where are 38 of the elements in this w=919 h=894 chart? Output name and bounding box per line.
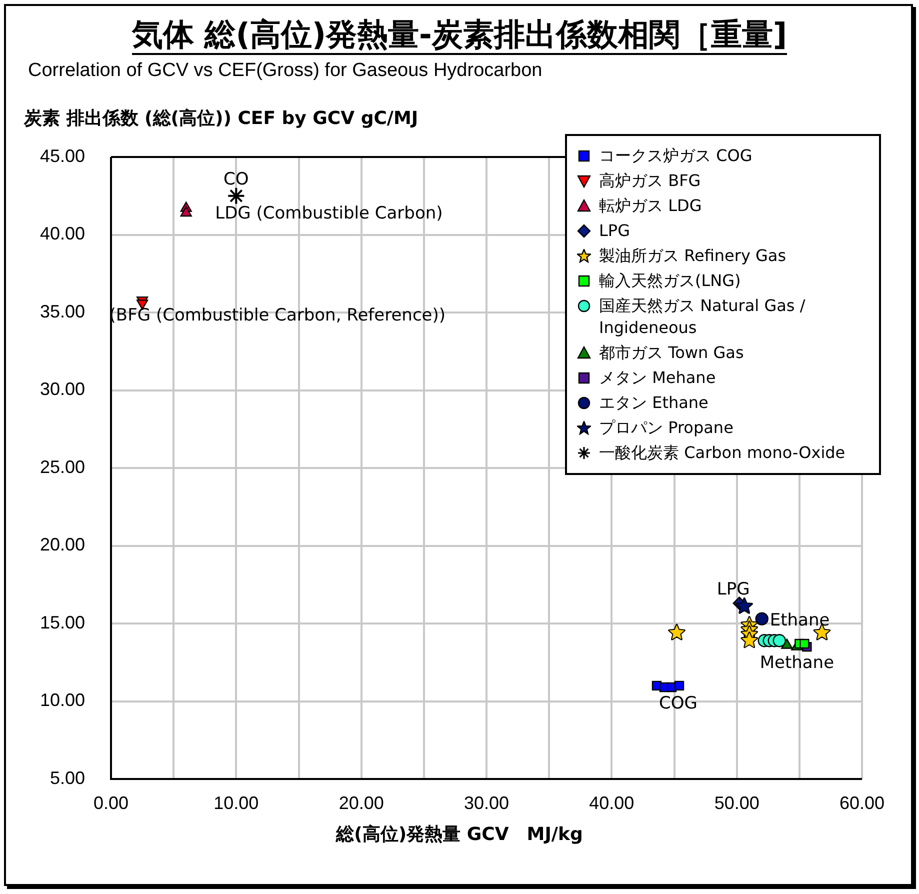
x-tick-label: 10.00 <box>214 792 259 813</box>
legend-label: 都市ガス Town Gas <box>599 342 744 364</box>
x-tick-label: 60.00 <box>839 792 885 813</box>
legend-label: エタン Ethane <box>599 392 708 414</box>
annotation: COG <box>659 694 698 714</box>
annotation: Ethane <box>770 610 830 630</box>
y-tick-label: 5.00 <box>50 768 85 788</box>
x-tick-label: 30.00 <box>464 792 510 813</box>
y-tick-label: 25.00 <box>40 456 85 477</box>
chart-title: 気体 総(高位)発熱量-炭素排出係数相関［重量] <box>132 17 788 55</box>
annotation: LDG (Combustible Carbon) <box>215 204 443 224</box>
x-tick-label: 40.00 <box>589 792 634 813</box>
annotation: CO <box>224 169 249 190</box>
legend-label: 輸入天然ガス(LNG) <box>599 270 741 292</box>
annotation: Methane <box>760 653 834 674</box>
legend-label: 製油所ガス Refinery Gas <box>599 245 786 267</box>
annotation: LPG <box>716 580 750 600</box>
y-axis-title: 炭素 排出係数 (総(高位)) CEF by GCV gC/MJ <box>24 107 418 130</box>
x-tick-label: 50.00 <box>714 792 760 813</box>
x-axis-title: 総(高位)発熱量 GCV MJ/kg <box>334 823 584 846</box>
chart-subtitle: Correlation of GCV vs CEF(Gross) for Gaseous Hydrocarbon <box>28 60 542 82</box>
legend-label: 転炉ガス LDG <box>599 195 702 217</box>
x-tick-label: 20.00 <box>338 792 384 813</box>
y-tick-label: 30.00 <box>40 379 85 400</box>
y-tick-label: 40.00 <box>40 224 85 244</box>
x-tick-label: 0.00 <box>93 792 129 813</box>
y-tick-label: 45.00 <box>40 146 85 166</box>
legend-label: 一酸化炭素 Carbon mono-Oxide <box>599 442 846 464</box>
legend-label: コークス炉ガス COG <box>599 145 752 167</box>
y-tick-label: 15.00 <box>40 612 85 632</box>
y-tick-label: 20.00 <box>40 534 85 555</box>
legend-label: LPG <box>599 220 630 242</box>
legend-label: 国産天然ガス Natural Gas / Ingideneous <box>599 295 806 339</box>
y-tick-label: 35.00 <box>40 301 85 322</box>
y-tick-label: 10.00 <box>40 690 85 710</box>
legend-label: メタン Mehane <box>599 367 716 389</box>
legend-label: 高炉ガス BFG <box>599 170 701 192</box>
legend-label: プロパン Propane <box>599 417 734 439</box>
